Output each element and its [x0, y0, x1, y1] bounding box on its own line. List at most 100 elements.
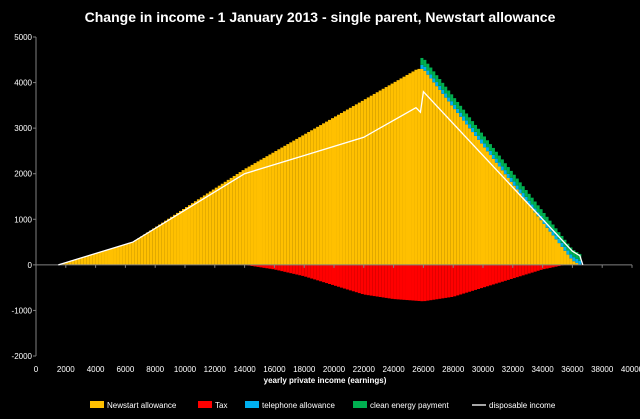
newstart-allowance-bar — [322, 123, 326, 265]
newstart-allowance-bar — [548, 231, 552, 265]
newstart-allowance-bar — [575, 263, 579, 265]
newstart-allowance-bar — [262, 157, 266, 265]
newstart-allowance-bar — [256, 161, 260, 265]
newstart-allowance-bar — [89, 254, 93, 265]
clean-energy-payment-bar — [575, 252, 579, 259]
newstart-allowance-bar — [193, 201, 197, 265]
disposable-income-line — [58, 90, 584, 266]
newstart-allowance-bar — [348, 107, 352, 265]
telephone-allowance-bar — [554, 235, 558, 240]
x-tick-label: 22000 — [353, 365, 376, 374]
x-tick-label: 36000 — [561, 365, 584, 374]
newstart-allowance-bar — [128, 242, 132, 265]
newstart-allowance-bar — [328, 119, 332, 265]
telephone-allowance-bar — [512, 181, 516, 186]
tax-bar — [375, 264, 379, 297]
plot-area — [35, 36, 633, 357]
y-tick-label: 4000 — [14, 79, 32, 88]
y-tick-label: 3000 — [14, 124, 32, 133]
telephone-allowance-bar — [563, 246, 567, 251]
newstart-allowance-bar — [140, 236, 144, 265]
newstart-allowance-bar — [560, 246, 564, 265]
newstart-allowance-bar — [179, 210, 183, 265]
tax-bar — [471, 264, 475, 291]
newstart-allowance-bar — [80, 257, 84, 265]
newstart-allowance-bar — [173, 214, 177, 265]
newstart-allowance-bar — [363, 99, 367, 265]
y-tick-label: 5000 — [14, 33, 32, 42]
tax-bar — [265, 264, 269, 269]
x-tick-label: 10000 — [174, 365, 197, 374]
tax-bar — [360, 264, 364, 295]
tax-bar — [548, 264, 552, 268]
tax-bar — [539, 264, 543, 270]
newstart-allowance-bar — [205, 193, 209, 265]
newstart-allowance-bar — [98, 252, 102, 265]
telephone-allowance-bar — [509, 177, 513, 182]
clean-energy-payment-bar — [518, 182, 522, 190]
tax-bar — [262, 264, 266, 268]
tax-bar — [441, 264, 445, 299]
tax-bar — [456, 264, 460, 296]
newstart-allowance-bar — [411, 71, 415, 265]
newstart-allowance-bar — [199, 197, 203, 265]
clean-energy-payment-bar — [524, 190, 528, 197]
newstart-allowance-bar — [357, 102, 361, 265]
tax-bar — [483, 264, 486, 288]
telephone-allowance-bar — [506, 173, 510, 178]
tax-bar — [542, 264, 546, 270]
newstart-allowance-bar — [280, 147, 284, 265]
x-tick-label: 14000 — [233, 365, 256, 374]
newstart-allowance-bar — [310, 130, 314, 265]
telephone-allowance-bar — [566, 250, 570, 255]
telephone-allowance-bar — [530, 204, 534, 209]
newstart-allowance-bar — [399, 78, 403, 265]
x-tick-label: 16000 — [263, 365, 286, 374]
newstart-allowance-bar — [351, 106, 355, 265]
x-tick-label: 30000 — [472, 365, 495, 374]
telephone-allowance-bar — [560, 242, 564, 247]
tax-bar — [387, 264, 391, 299]
tax-bar — [304, 264, 308, 277]
tax-bar — [420, 264, 424, 302]
tax-bar — [545, 264, 549, 269]
newstart-allowance-bar — [244, 168, 248, 265]
newstart-allowance-bar — [274, 151, 278, 265]
newstart-allowance-bar — [185, 207, 188, 265]
telephone-allowance-bar — [548, 227, 552, 232]
tax-bar — [408, 264, 412, 301]
y-tick-label: 1000 — [14, 215, 32, 224]
newstart-allowance-bar — [65, 262, 69, 265]
telephone-allowance-bar — [480, 139, 483, 144]
newstart-allowance-bar — [515, 189, 519, 265]
newstart-allowance-bar — [238, 172, 242, 265]
newstart-allowance-bar — [477, 139, 481, 265]
newstart-allowance-bar — [432, 82, 436, 265]
x-tick-label: 8000 — [146, 365, 164, 374]
tax-bar — [310, 264, 314, 279]
newstart-allowance-bar — [268, 154, 272, 265]
newstart-allowance-bar — [488, 155, 492, 265]
telephone-allowance-bar — [471, 127, 475, 133]
x-tick-label: 2000 — [57, 365, 75, 374]
newstart-allowance-bar — [527, 204, 531, 265]
tax-bar — [465, 264, 469, 293]
newstart-allowance-bar — [202, 195, 206, 265]
tax-bar — [319, 264, 323, 282]
newstart-allowance-bar — [313, 128, 317, 265]
telephone-allowance-bar — [462, 116, 466, 121]
x-axis: 0 2000 4000 6000 8000 10000 12000 14000 16000 180… — [34, 264, 640, 374]
tax-bar — [488, 264, 492, 286]
tax-bar — [369, 264, 373, 296]
tax-bar — [480, 264, 483, 289]
telephone-allowance-bar — [488, 150, 492, 156]
newstart-allowance-bar — [170, 216, 174, 265]
clean-energy-payment-bar — [456, 101, 460, 109]
tax-bar — [474, 264, 478, 290]
newstart-allowance-bar — [208, 191, 212, 265]
clean-energy-payment-bar — [506, 167, 510, 174]
newstart-allowance-bar — [545, 227, 549, 265]
telephone-allowance-bar — [423, 66, 427, 71]
tax-bar — [557, 264, 561, 267]
newstart-allowance-bar — [375, 92, 379, 265]
